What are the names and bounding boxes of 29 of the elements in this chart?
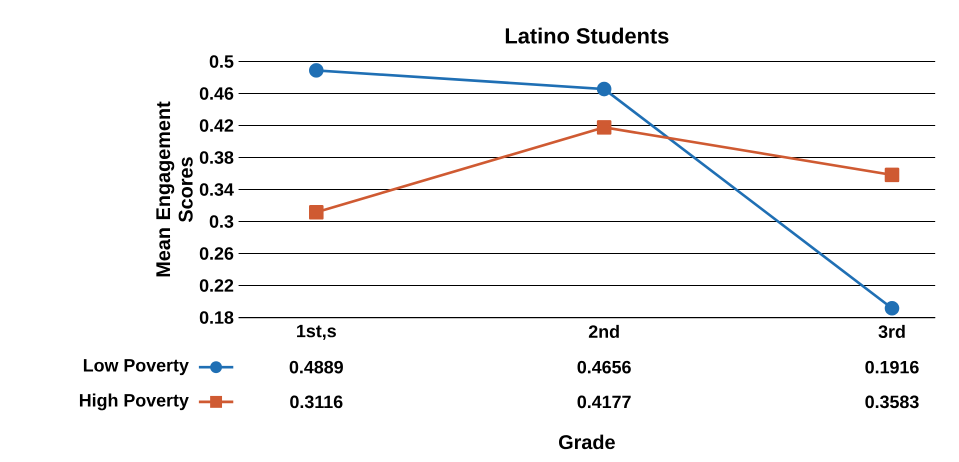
legend-label: Low Poverty — [84, 358, 189, 375]
point — [596, 82, 612, 96]
y-tick-label: 0.22 — [200, 279, 234, 292]
x-axis-title: Grade — [559, 434, 615, 449]
y-tick-label: 0.34 — [200, 182, 234, 196]
data-label: 0.3583 — [865, 395, 919, 408]
data-label: 0.4656 — [578, 360, 631, 374]
data-label: 0.3116 — [290, 395, 342, 408]
point — [309, 62, 324, 78]
y-axis-title: Mean Engagement Scores — [156, 101, 193, 276]
data-label: 0.4889 — [290, 360, 343, 374]
chart-title: Latino Students — [506, 27, 668, 44]
y-tick-label: 0.26 — [200, 247, 234, 260]
y-tick-label: 0.18 — [200, 311, 234, 324]
y-tick-label: 0.42 — [200, 118, 234, 132]
x-tick-label: 2nd — [588, 324, 619, 338]
y-tick-label: 0.38 — [200, 150, 234, 164]
data-label: 0.4177 — [578, 395, 631, 408]
point — [884, 167, 900, 182]
data-label: 0.1916 — [865, 360, 919, 374]
x-tick-label: 3rd — [878, 324, 905, 338]
point — [884, 300, 900, 316]
x-tick-label: 1st,s — [297, 324, 336, 340]
legend-label: High Poverty — [80, 393, 189, 410]
y-tick-label: 0.46 — [200, 86, 234, 100]
point — [596, 120, 612, 134]
y-tick-label: 0.3 — [210, 214, 234, 228]
y-tick-label: 0.5 — [210, 54, 234, 68]
point — [309, 204, 324, 220]
